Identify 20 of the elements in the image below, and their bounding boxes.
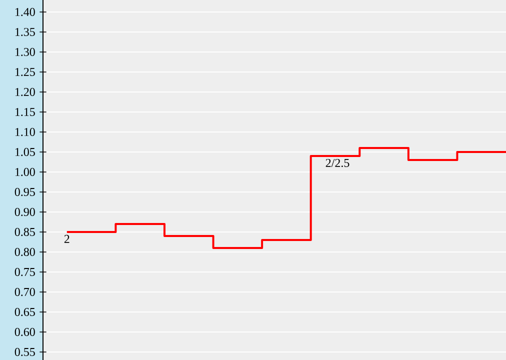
- y-tick-label: 0.60: [14, 328, 35, 336]
- y-tick-label: 1.40: [15, 8, 35, 16]
- y-tick-label: 0.75: [14, 268, 35, 276]
- y-tick-label: 1.30: [15, 48, 35, 56]
- annotation: 2: [64, 234, 70, 243]
- y-tick-label: 1.15: [15, 108, 35, 116]
- y-tick-label: 0.90: [14, 208, 35, 216]
- annotation: 2/2.5: [326, 158, 350, 168]
- y-tick-label: 0.85: [14, 228, 35, 236]
- y-tick-label: 1.05: [15, 148, 35, 156]
- y-tick-label: 0.70: [14, 288, 35, 296]
- y-tick-label: 1.00: [15, 168, 35, 176]
- y-tick-label: 1.10: [15, 128, 35, 136]
- y-tick-label: 1.20: [15, 88, 35, 96]
- y-tick-label: 1.25: [15, 68, 35, 76]
- y-tick-label: 0.65: [14, 308, 35, 316]
- y-tick-label: 1.35: [15, 28, 35, 36]
- y-tick-label: 0.55: [14, 348, 35, 356]
- y-tick-label: 0.80: [14, 248, 35, 256]
- y-tick-label: 0.95: [14, 188, 35, 196]
